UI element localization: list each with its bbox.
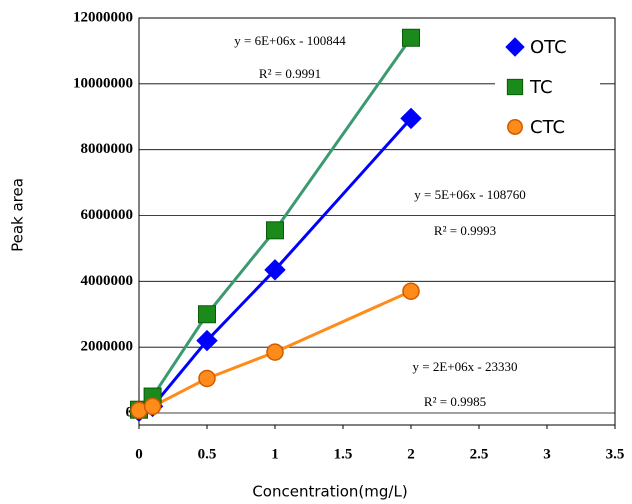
marker <box>198 305 216 324</box>
y-tick-label: 0 <box>126 404 134 420</box>
x-tick-label: 1 <box>271 446 279 462</box>
legend-label: OTC <box>530 37 567 58</box>
legend-marker <box>507 119 523 135</box>
marker <box>196 329 218 352</box>
annotation: R² = 0.9991 <box>259 66 321 81</box>
legend-label: TC <box>529 77 553 98</box>
annotation: y = 6E+06x - 100844 <box>234 33 346 48</box>
y-tick-label: 10000000 <box>73 75 133 91</box>
y-tick-label: 4000000 <box>81 273 134 289</box>
annotation: y = 5E+06x - 108760 <box>414 187 525 202</box>
x-tick-label: 2.5 <box>470 446 489 462</box>
x-tick-label: 0 <box>135 446 143 462</box>
marker <box>198 369 216 388</box>
marker <box>402 282 420 300</box>
marker <box>143 397 162 416</box>
legend-marker <box>505 37 525 57</box>
x-tick-label: 0.5 <box>198 446 217 462</box>
legend-label: CTC <box>530 117 565 138</box>
y-axis-title: Peak area <box>9 178 27 252</box>
y-tick-label: 6000000 <box>81 207 134 223</box>
x-tick-label: 1.5 <box>334 446 353 462</box>
x-tick-label: 3 <box>543 446 551 462</box>
x-tick-label: 2 <box>407 446 415 462</box>
annotation: R² = 0.9993 <box>434 223 496 238</box>
legend-marker <box>506 78 524 96</box>
annotation: y = 2E+06x - 23330 <box>413 359 518 374</box>
marker <box>266 343 284 361</box>
marker <box>400 107 422 130</box>
y-tick-label: 2000000 <box>81 339 134 355</box>
marker <box>266 221 284 240</box>
y-tick-label: 8000000 <box>81 141 134 157</box>
y-tick-label: 12000000 <box>73 9 133 25</box>
x-axis-title: Concentration(mg/L) <box>252 483 407 501</box>
x-tick-label: 3.5 <box>606 446 625 462</box>
annotation: R² = 0.9985 <box>424 394 486 409</box>
marker <box>402 28 420 47</box>
marker <box>264 259 286 281</box>
